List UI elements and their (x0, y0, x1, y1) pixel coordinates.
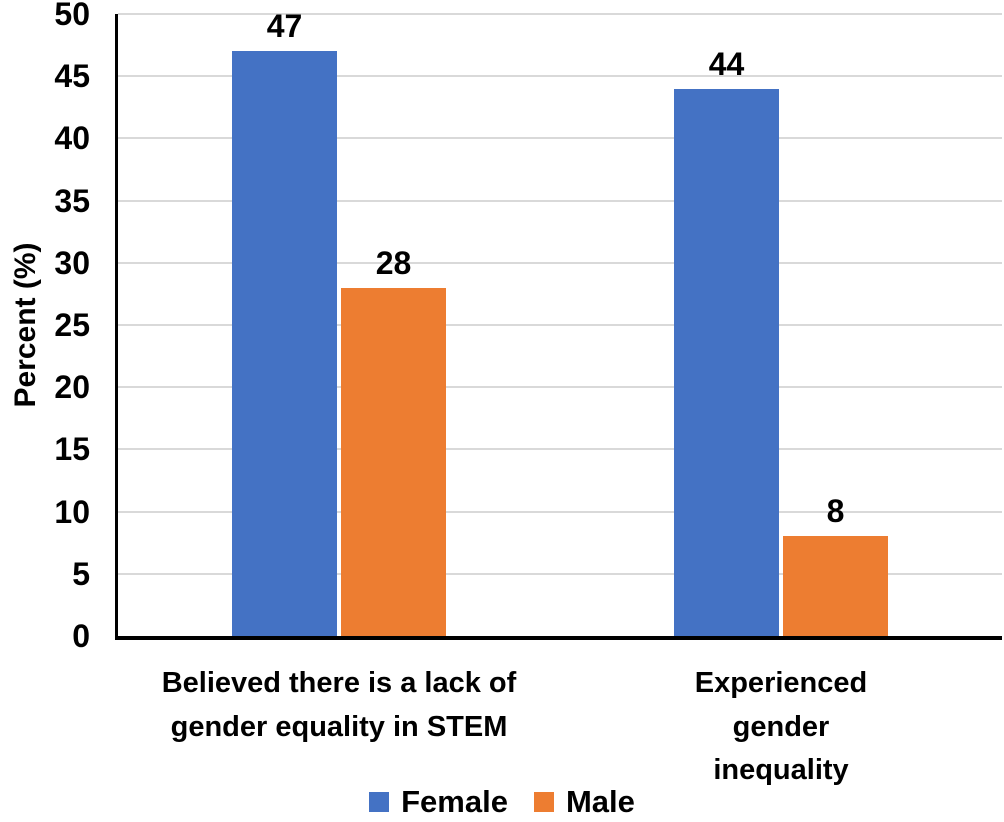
gridline (118, 137, 1002, 140)
gridline (118, 448, 1002, 451)
gridline (118, 261, 1002, 264)
legend: Female Male (0, 786, 1004, 817)
y-tick-label: 20 (54, 369, 90, 406)
bar-male-group2 (783, 536, 888, 636)
plot-area: 47 28 44 8 (115, 10, 1002, 640)
gridline (118, 199, 1002, 202)
y-tick-label: 0 (72, 618, 90, 654)
y-tick-label: 15 (54, 431, 90, 468)
bar-female-group1 (232, 51, 337, 636)
legend-item-male: Male (533, 784, 635, 819)
gridline (118, 510, 1002, 513)
gridline (118, 572, 1002, 575)
y-tick-label: 30 (54, 244, 90, 281)
bar-value-label: 44 (708, 45, 745, 82)
legend-swatch-female (369, 791, 390, 812)
legend-label-male: Male (565, 784, 635, 819)
gridline (118, 324, 1002, 326)
bar-value-label: 28 (375, 244, 412, 281)
y-tick-label: 45 (54, 58, 90, 95)
bar-female-group2 (674, 88, 779, 636)
bar-value-label: 47 (266, 8, 303, 45)
y-tick-label: 10 (54, 493, 90, 530)
y-tick-label: 5 (72, 555, 90, 592)
y-tick-label: 35 (54, 182, 90, 219)
y-tick-label: 25 (54, 307, 90, 343)
bar-male-group1 (341, 287, 446, 636)
gridline (118, 13, 1002, 15)
gridline (118, 386, 1002, 389)
y-axis-ticks: 0 5 10 15 20 25 30 35 40 45 50 (0, 0, 104, 652)
legend-swatch-male (533, 791, 554, 812)
legend-item-female: Female (369, 786, 508, 817)
y-tick-label: 40 (54, 120, 90, 157)
legend-label-female: Female (401, 784, 508, 819)
bar-value-label: 8 (826, 493, 845, 530)
y-tick-label: 50 (54, 0, 90, 32)
x-axis-labels: Believed there is a lack of gender equal… (118, 662, 1002, 786)
category-label: Experienced gender inequality (694, 667, 868, 786)
category-label: Believed there is a lack of gender equal… (161, 667, 517, 743)
gridline (118, 75, 1002, 78)
